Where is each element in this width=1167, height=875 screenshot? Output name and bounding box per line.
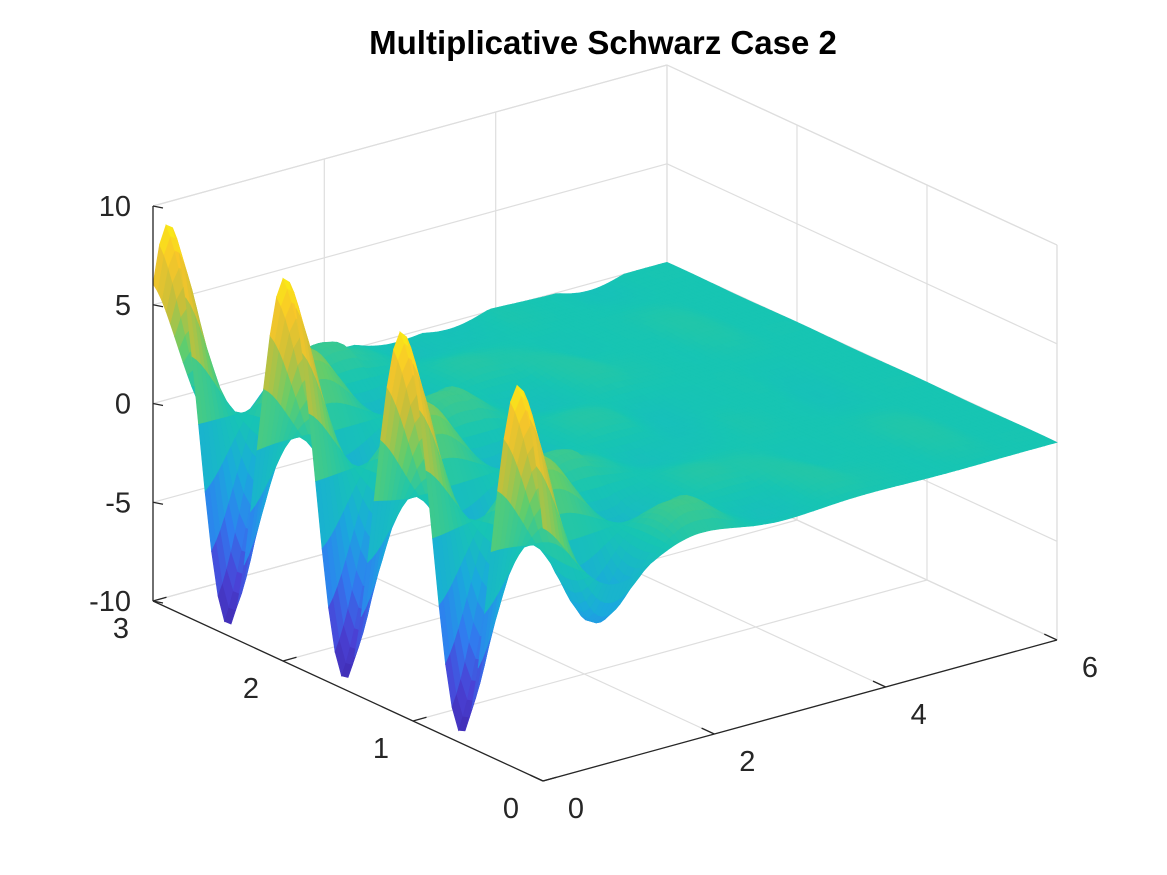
grid-line <box>282 519 798 662</box>
surface <box>152 224 1058 732</box>
chart-title: Multiplicative Schwarz Case 2 <box>369 24 837 61</box>
box-edge <box>666 64 1058 246</box>
grid-line <box>152 261 668 405</box>
grid-line <box>666 163 1058 345</box>
box-edge <box>152 64 668 207</box>
grid-line <box>324 553 715 735</box>
grid-line <box>152 163 668 306</box>
grid-line <box>412 579 928 722</box>
